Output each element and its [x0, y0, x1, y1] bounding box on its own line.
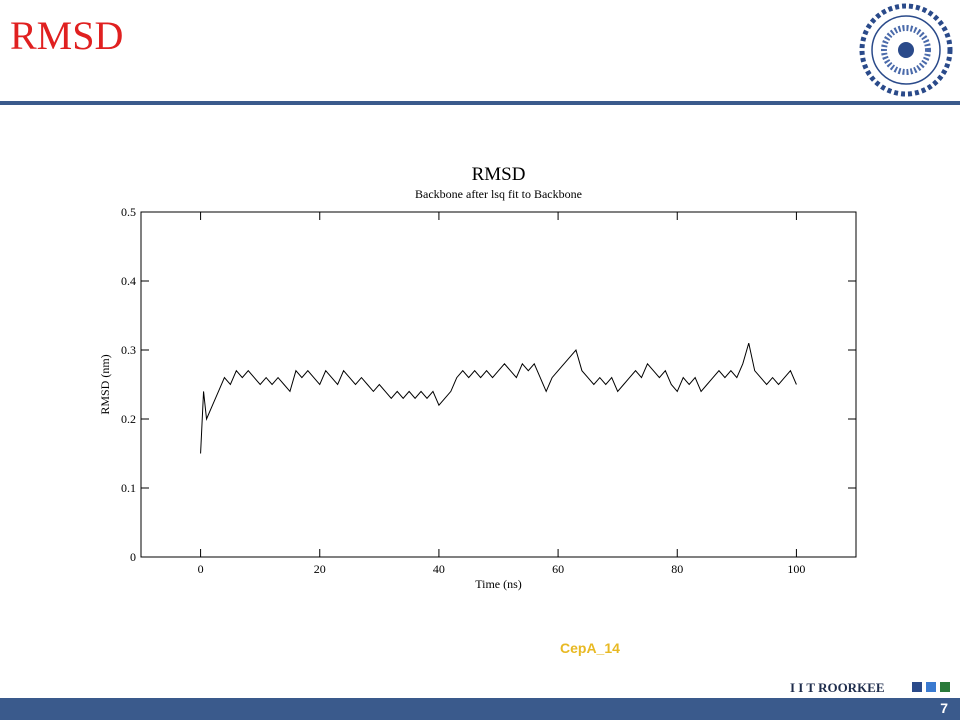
- brand-square: [940, 682, 950, 692]
- x-tick-label: 60: [552, 562, 564, 576]
- x-tick-label: 100: [787, 562, 805, 576]
- y-tick-label: 0.2: [121, 412, 136, 426]
- x-tick-label: 40: [433, 562, 445, 576]
- x-tick-label: 0: [198, 562, 204, 576]
- y-tick-label: 0: [130, 550, 136, 564]
- chart-caption: CepA_14: [560, 640, 620, 656]
- y-axis-label: RMSD (nm): [98, 354, 112, 414]
- chart: RMSD Backbone after lsq fit to Backbone 0 2…: [98, 164, 857, 591]
- slide-title: RMSD: [10, 13, 124, 58]
- y-tick-label: 0.5: [121, 205, 136, 219]
- brand: I I T ROORKEE: [790, 680, 885, 695]
- rmsd-line: [200, 342, 797, 454]
- x-tick-label: 20: [314, 562, 326, 576]
- header-rule: [0, 101, 960, 105]
- x-axis-label: Time (ns): [475, 577, 522, 591]
- brand-square: [912, 682, 922, 692]
- y-tick-label: 0.1: [121, 481, 136, 495]
- brand-square: [926, 682, 936, 692]
- y-tick-label: 0.4: [121, 274, 136, 288]
- chart-title: RMSD: [472, 164, 526, 185]
- page-number: 7: [940, 700, 948, 716]
- x-tick-label: 80: [671, 562, 683, 576]
- footer-bar: [0, 698, 960, 720]
- y-tick-label: 0.3: [121, 343, 136, 357]
- plot-frame: [140, 211, 857, 558]
- chart-subtitle: Backbone after lsq fit to Backbone: [415, 187, 582, 201]
- logo: [859, 3, 953, 97]
